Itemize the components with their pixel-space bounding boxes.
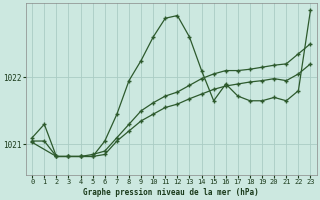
X-axis label: Graphe pression niveau de la mer (hPa): Graphe pression niveau de la mer (hPa) bbox=[84, 188, 259, 197]
